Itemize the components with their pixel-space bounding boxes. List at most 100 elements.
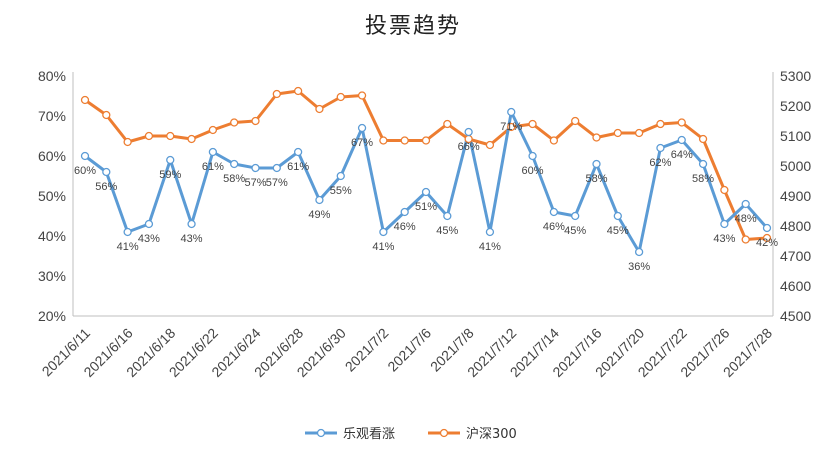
x-tick-labels: 2021/6/112021/6/162021/6/182021/6/222021… [38, 325, 775, 381]
data-label: 71% [500, 121, 522, 133]
data-point [336, 171, 345, 181]
data-label: 46% [394, 221, 416, 233]
data-point [400, 136, 409, 145]
series-lines [83, 89, 769, 254]
y-right-tick-label: 4700 [780, 248, 811, 264]
legend-swatch-marker [439, 428, 449, 438]
y-left-tick-label: 20% [38, 308, 66, 324]
data-point [379, 227, 388, 237]
data-label: 56% [95, 181, 117, 193]
data-point [698, 159, 708, 169]
y-right-tick-label: 5000 [780, 158, 811, 174]
data-point [293, 147, 303, 157]
data-point [80, 151, 90, 161]
legend-label: 乐观看涨 [343, 426, 395, 442]
y-right-tick-label: 5200 [780, 98, 811, 114]
data-label: 67% [351, 137, 373, 149]
data-point [656, 119, 665, 129]
data-label: 48% [735, 213, 757, 225]
y-left-tick-label: 30% [38, 268, 66, 284]
data-label: 64% [671, 149, 693, 161]
data-point [592, 159, 601, 169]
data-point [720, 219, 729, 229]
data-point [528, 119, 537, 129]
data-label: 41% [479, 241, 501, 253]
legend-swatch-marker [316, 428, 326, 438]
data-point [230, 159, 239, 169]
data-label: 43% [713, 233, 735, 245]
data-point [741, 199, 750, 209]
data-point [208, 125, 218, 135]
data-point [677, 135, 686, 145]
data-label: 57% [244, 177, 266, 189]
data-label: 42% [756, 237, 778, 249]
series-points [80, 86, 772, 257]
data-point [230, 118, 239, 127]
data-point [421, 136, 431, 145]
y-left-tick-label: 80% [38, 68, 66, 84]
data-point [485, 227, 495, 237]
data-point [698, 134, 708, 144]
data-point [166, 131, 175, 141]
data-point [357, 123, 367, 133]
data-point [272, 89, 281, 99]
data-label: 55% [330, 185, 352, 197]
data-label: 58% [585, 173, 607, 185]
data-label: 51% [415, 201, 437, 213]
data-point [634, 247, 644, 257]
data-point [464, 127, 473, 137]
data-point [762, 233, 772, 243]
data-point [443, 211, 452, 221]
chart-title: 投票趋势 [365, 14, 461, 39]
data-point [634, 128, 644, 138]
y-right-tick-labels: 4500 4600 4700 4800 4900 5000 5100 5200 5300 [780, 68, 811, 324]
data-point [166, 155, 175, 165]
legend: 乐观看涨 沪深300 [305, 426, 517, 442]
data-label: 36% [628, 261, 650, 273]
data-label: 49% [308, 209, 330, 221]
data-label: 60% [74, 165, 96, 177]
x-tick-label: 2021/7/2 [342, 325, 392, 375]
data-point [123, 137, 132, 147]
x-tick-label: 2021/7/6 [384, 325, 434, 375]
data-point [528, 151, 537, 161]
data-label: 57% [266, 177, 288, 189]
data-point [251, 116, 260, 126]
data-labels: 60%56%41%43%59%43%61%58% 57% 57%61%49%55%6… [74, 121, 778, 273]
data-point [741, 235, 750, 244]
data-label: 61% [287, 161, 309, 173]
data-point [677, 118, 686, 127]
data-point [336, 92, 345, 102]
data-point [592, 133, 601, 142]
data-label: 59% [159, 169, 181, 181]
legend-label: 沪深300 [466, 426, 517, 442]
data-label: 43% [138, 233, 160, 245]
y-left-tick-label: 70% [38, 108, 66, 124]
data-label: 41% [117, 241, 139, 253]
data-label: 45% [436, 225, 458, 237]
y-right-tick-label: 5100 [780, 128, 811, 144]
data-label: 45% [607, 225, 629, 237]
y-right-tick-label: 4600 [780, 278, 811, 294]
y-left-tick-label: 60% [38, 148, 66, 164]
data-point [571, 211, 580, 221]
data-point [720, 185, 729, 195]
data-point [144, 131, 154, 141]
data-point [379, 136, 388, 145]
axes [72, 72, 774, 317]
series-line [83, 110, 769, 254]
y-right-tick-label: 4800 [780, 218, 811, 234]
data-point [357, 91, 367, 100]
data-point [485, 140, 495, 150]
data-point [315, 195, 324, 205]
data-label: 61% [202, 161, 224, 173]
y-left-tick-labels: 20% 30% 40% 50% 60% 70% 80% [38, 68, 66, 324]
data-point [400, 207, 409, 217]
data-point [272, 163, 281, 173]
data-point [549, 136, 559, 145]
data-point [443, 119, 452, 129]
data-point [293, 86, 303, 96]
data-point [102, 110, 111, 120]
data-label: 41% [372, 241, 394, 253]
